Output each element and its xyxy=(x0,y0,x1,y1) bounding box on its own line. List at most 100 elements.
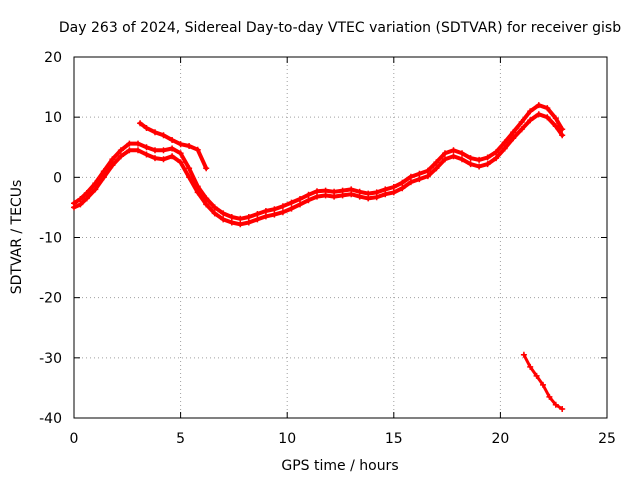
series-point xyxy=(527,117,534,124)
series-point xyxy=(186,143,193,149)
series-point xyxy=(546,393,553,400)
series-point xyxy=(288,199,295,206)
series-point xyxy=(493,149,500,156)
grid xyxy=(74,57,607,418)
series-point xyxy=(552,123,559,130)
series-point xyxy=(459,150,465,157)
x-axis-label: GPS time / hours xyxy=(281,458,398,474)
series-point xyxy=(211,204,218,211)
series-point xyxy=(186,165,193,172)
series-point xyxy=(442,156,448,163)
series-point xyxy=(533,372,540,379)
series-point xyxy=(365,190,372,197)
series-point xyxy=(297,196,303,202)
series-point xyxy=(160,147,167,154)
x-tick-label: 0 xyxy=(70,431,79,447)
series-point xyxy=(433,159,440,166)
series-point xyxy=(203,165,210,172)
series-line-3 xyxy=(138,121,209,171)
series-point xyxy=(520,351,527,358)
series-point xyxy=(467,161,474,168)
series-point xyxy=(169,145,176,152)
series-point xyxy=(245,219,252,226)
series-point xyxy=(228,219,235,226)
series-point xyxy=(160,156,167,163)
series-point xyxy=(92,186,99,193)
x-tick-label: 20 xyxy=(491,431,509,447)
series-point xyxy=(450,153,457,160)
series-point xyxy=(92,180,99,187)
series-point xyxy=(211,210,218,217)
series-point xyxy=(194,183,201,190)
series-point xyxy=(228,214,235,220)
series-point xyxy=(279,209,286,216)
series-point xyxy=(322,187,329,194)
series-point xyxy=(160,132,167,139)
series-point xyxy=(126,147,133,154)
series-point xyxy=(399,185,406,192)
series-point xyxy=(194,146,201,153)
series-point xyxy=(416,176,423,183)
y-axis-label: SDTVAR / TECUs xyxy=(9,180,25,295)
series-point xyxy=(100,168,107,175)
series-point xyxy=(297,201,303,208)
x-tick-label: 10 xyxy=(278,431,296,447)
series-point xyxy=(143,125,150,131)
series-point xyxy=(450,147,457,154)
series-point xyxy=(501,139,508,146)
series-point xyxy=(535,111,542,118)
series-point xyxy=(177,150,184,157)
series-point xyxy=(152,155,158,162)
series-point xyxy=(390,184,397,190)
series-point xyxy=(348,186,355,193)
series-point xyxy=(77,196,84,202)
series-point xyxy=(135,140,141,147)
series-point xyxy=(559,126,566,133)
series-point xyxy=(314,188,320,195)
series-point xyxy=(433,165,440,172)
y-tick-label: 10 xyxy=(44,110,62,126)
chart-title: Day 263 of 2024, Sidereal Day-to-day VTE… xyxy=(59,20,621,36)
series-point xyxy=(373,189,380,196)
series-point xyxy=(220,216,227,223)
series-point xyxy=(459,156,465,163)
x-tick-labels: 0 5 10 15 20 25 xyxy=(70,431,616,447)
series-point xyxy=(527,363,534,370)
series-point xyxy=(510,135,517,142)
series-point xyxy=(305,191,312,198)
series-point xyxy=(527,108,534,115)
series-point xyxy=(77,201,84,208)
series-point xyxy=(552,401,559,408)
series-point xyxy=(484,161,491,168)
series-point xyxy=(186,174,193,181)
series-point xyxy=(169,153,176,160)
series-point xyxy=(356,188,363,195)
y-tick-label: 20 xyxy=(44,50,62,66)
series-point xyxy=(71,200,77,207)
series-point xyxy=(314,193,320,200)
y-tick-label: -30 xyxy=(39,351,62,367)
series-point xyxy=(559,406,566,412)
series-point xyxy=(407,173,414,180)
series-point xyxy=(467,155,474,162)
series-point xyxy=(143,144,150,151)
series-point xyxy=(476,163,483,170)
series-point xyxy=(137,120,144,127)
series-point xyxy=(493,155,500,162)
series-point xyxy=(535,102,542,109)
series-point xyxy=(540,381,546,388)
series-point xyxy=(177,159,184,166)
series-point xyxy=(518,126,525,133)
series-point xyxy=(220,210,227,217)
series-point xyxy=(288,205,295,212)
series-point xyxy=(518,119,525,125)
series-point xyxy=(117,153,124,160)
series-group xyxy=(71,102,566,412)
y-tick-label: -20 xyxy=(39,291,62,307)
x-tick-label: 15 xyxy=(385,431,403,447)
series-point xyxy=(552,115,559,122)
series-point xyxy=(305,197,312,204)
series-point xyxy=(262,213,269,220)
series-point xyxy=(339,187,346,194)
